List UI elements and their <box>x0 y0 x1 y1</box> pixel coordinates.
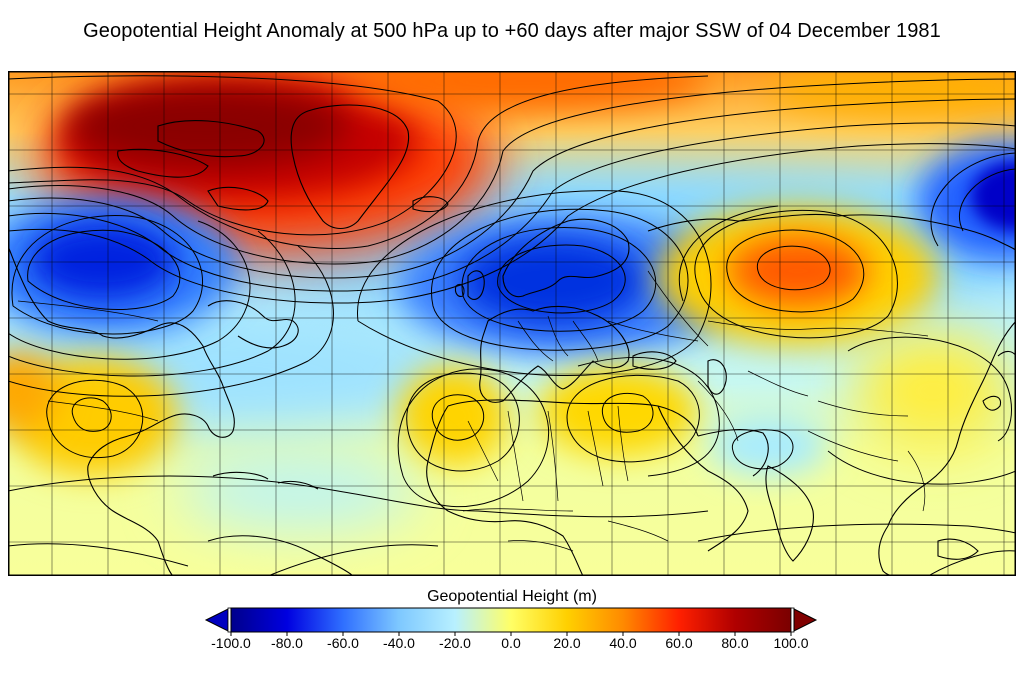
colorbar-tick-label: 40.0 <box>609 635 636 651</box>
colorbar-bar <box>230 607 792 633</box>
colorbar-tick-label: 0.0 <box>501 635 521 651</box>
colorbar-tick-label: -100.0 <box>211 635 251 651</box>
colorbar-min-extend-arrow <box>204 608 229 632</box>
colorbar: -100.0 -80.0 -60.0 -40.0 -20.0 0.0 20.0 40.0 60.… <box>204 607 818 651</box>
contour-lines <box>8 75 1016 576</box>
colorbar-tick-label: -60.0 <box>327 635 359 651</box>
country-borders <box>17 270 929 552</box>
colorbar-tick-label: 100.0 <box>773 635 808 651</box>
anomaly-field <box>8 71 1016 576</box>
colorbar-tick-label: 60.0 <box>665 635 692 651</box>
north-africa-high-fill <box>398 366 508 466</box>
chart-title: Geopotential Height Anomaly at 500 hPa u… <box>83 20 941 42</box>
map-panel <box>8 71 1016 576</box>
map-frame <box>8 71 1016 576</box>
colorbar-tick-label: 20.0 <box>553 635 580 651</box>
coastlines <box>8 104 1016 576</box>
colorbar-tick-label: -80.0 <box>271 635 303 651</box>
colorbar-ticks: -100.0 -80.0 -60.0 -40.0 -20.0 0.0 20.0 40.0 60.… <box>211 632 809 651</box>
colorbar-tick-label: -40.0 <box>383 635 415 651</box>
colorbar-label: Geopotential Height (m) <box>427 588 597 605</box>
anomaly-map <box>8 71 1016 576</box>
colorbar-max-extend-arrow <box>793 608 818 632</box>
colorbar-tick-label: 80.0 <box>721 635 748 651</box>
colorbar-tick-label: -20.0 <box>439 635 471 651</box>
